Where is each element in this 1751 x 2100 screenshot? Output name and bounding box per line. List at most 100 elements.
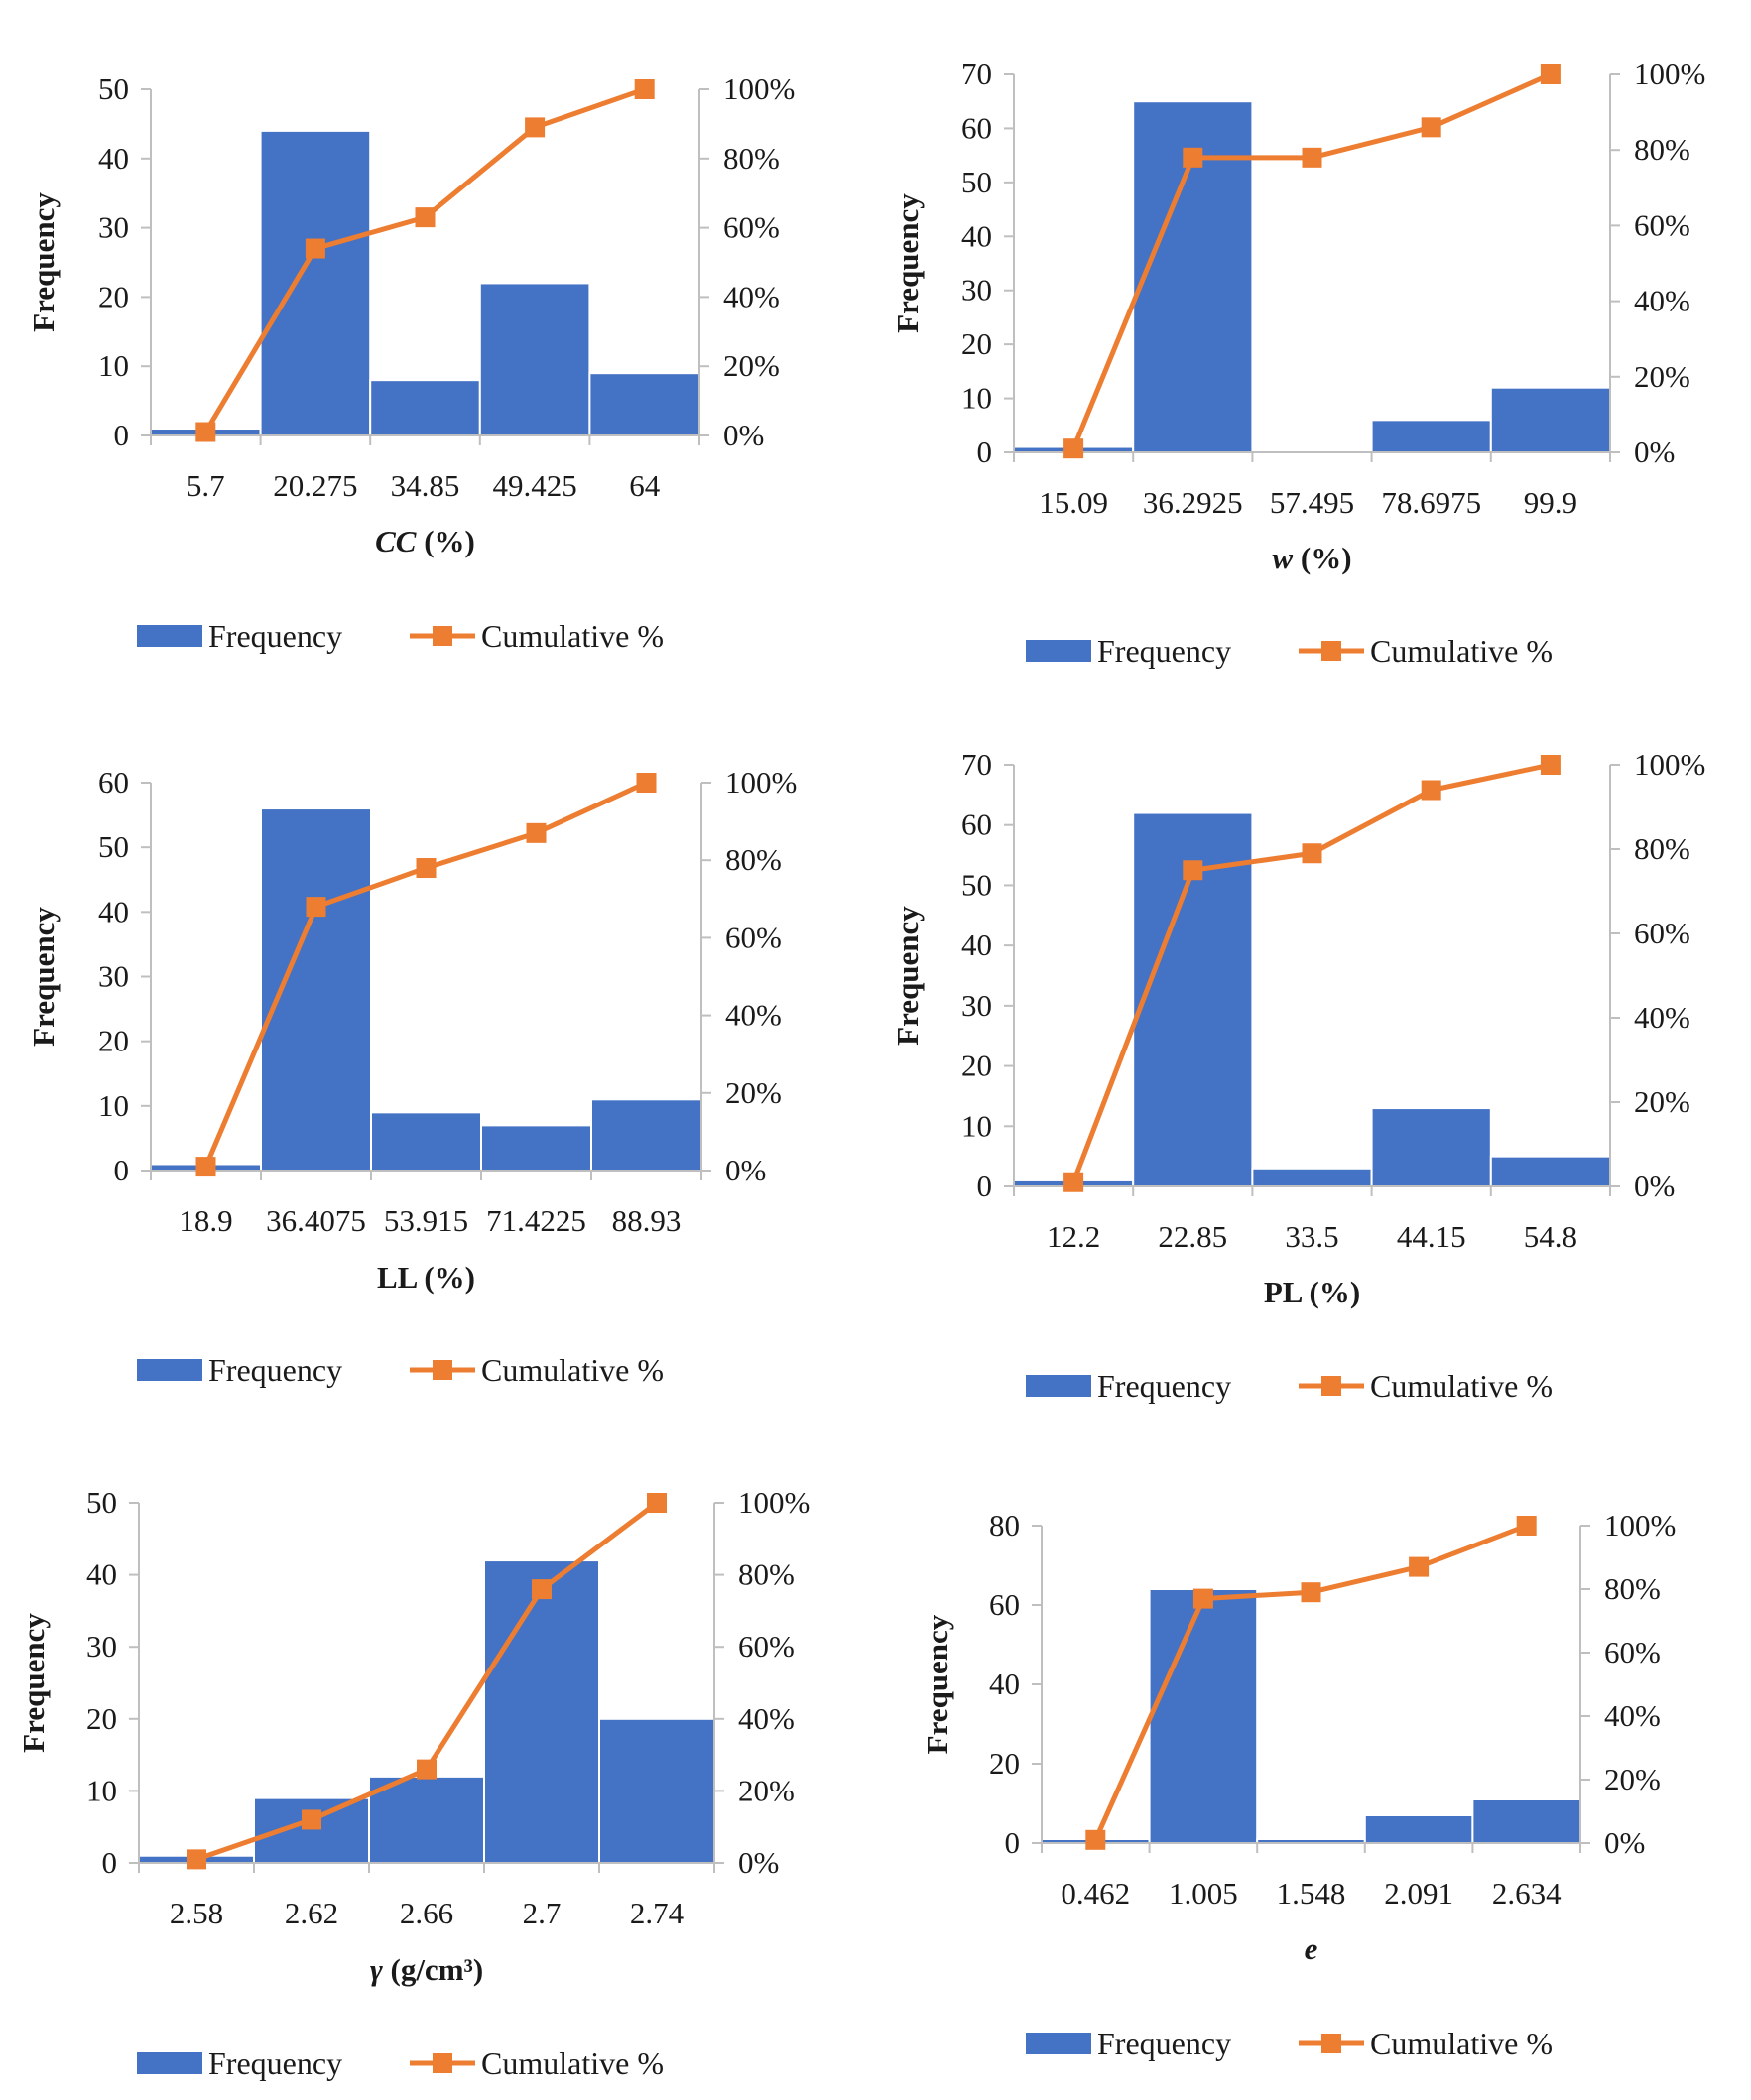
- y-tick-label: 20: [961, 326, 992, 361]
- frequency-bar: [1251, 1167, 1373, 1188]
- y2-tick-label: 60%: [725, 920, 782, 954]
- y2-tick-label: 60%: [1604, 1635, 1661, 1669]
- y-axis-title: Frequency: [26, 192, 61, 332]
- x-tick-label: 2.7: [523, 1896, 562, 1930]
- legend-cumulative-marker: [433, 626, 452, 646]
- y-tick-label: 50: [961, 165, 992, 199]
- y-axis-title: Frequency: [890, 193, 925, 333]
- y-tick-label: 70: [961, 57, 992, 91]
- legend-cumulative-label: Cumulative %: [1370, 1368, 1553, 1404]
- cumulative-marker: [526, 822, 547, 843]
- y2-tick-label: 20%: [725, 1075, 782, 1110]
- legend-cumulative-marker: [1321, 1376, 1341, 1396]
- y-tick-label: 10: [98, 1088, 129, 1123]
- y-tick-label: 10: [98, 348, 129, 383]
- legend-cumulative-marker: [433, 2053, 452, 2073]
- x-tick-label: 15.09: [1039, 485, 1108, 520]
- frequency-bar: [1471, 1798, 1582, 1844]
- frequency-bar: [369, 379, 481, 437]
- legend-frequency-label: Frequency: [1097, 1368, 1231, 1404]
- x-tick-label: 57.495: [1270, 485, 1354, 520]
- y-tick-label: 10: [961, 1108, 992, 1143]
- legend-frequency-swatch: [1026, 640, 1091, 662]
- chart-5: 0 10 20 30 40 50 0% 20% 40% 60% 80% 100% 2.58 2.62 2.6…: [16, 1485, 810, 2081]
- y-tick-label: 60: [989, 1587, 1020, 1622]
- cumulative-marker: [302, 1809, 321, 1830]
- y2-tick-label: 100%: [723, 71, 795, 106]
- x-tick-label: 64: [629, 468, 661, 503]
- legend-cumulative-label: Cumulative %: [481, 618, 664, 654]
- frequency-bar: [1363, 1814, 1474, 1844]
- legend-frequency-label: Frequency: [208, 618, 342, 654]
- x-tick-label: 12.2: [1047, 1219, 1100, 1254]
- y2-tick-label: 80%: [1634, 132, 1690, 167]
- legend: Frequency Cumulative %: [137, 2045, 664, 2081]
- y-tick-label: 40: [961, 927, 992, 962]
- cumulative-marker: [1540, 64, 1561, 84]
- y-tick-label: 60: [98, 765, 129, 800]
- cumulative-marker: [1063, 1172, 1084, 1192]
- x-tick-label: 78.6975: [1381, 485, 1481, 520]
- y2-tick-label: 20%: [1634, 1084, 1690, 1119]
- y2-tick-label: 100%: [725, 765, 797, 800]
- y-tick-label: 50: [98, 71, 129, 106]
- y2-tick-label: 0%: [1634, 434, 1675, 469]
- y2-tick-label: 80%: [1634, 831, 1690, 866]
- cumulative-marker: [1183, 860, 1203, 881]
- cumulative-marker: [195, 1157, 216, 1177]
- cumulative-marker: [1302, 843, 1322, 864]
- x-axis-title: e: [1305, 1931, 1318, 1966]
- y-tick-label: 60: [961, 807, 992, 842]
- cumulative-marker: [1516, 1516, 1537, 1536]
- cumulative-marker: [1302, 147, 1322, 168]
- legend-cumulative-label: Cumulative %: [481, 1352, 664, 1388]
- cumulative-marker: [1183, 147, 1203, 168]
- legend: Frequency Cumulative %: [1026, 1368, 1553, 1404]
- cumulative-marker: [532, 1579, 552, 1600]
- cumulative-marker: [187, 1849, 206, 1870]
- legend: Frequency Cumulative %: [1026, 633, 1553, 669]
- y2-tick-label: 60%: [738, 1629, 795, 1664]
- frequency-bar: [598, 1717, 715, 1865]
- y-tick-label: 20: [961, 1049, 992, 1083]
- y-tick-label: 20: [989, 1746, 1020, 1781]
- frequency-bar: [370, 1111, 482, 1172]
- frequency-bar: [1489, 1155, 1612, 1187]
- y-tick-label: 50: [961, 867, 992, 902]
- y-tick-label: 0: [114, 1153, 130, 1187]
- frequency-bar: [368, 1775, 485, 1865]
- y2-tick-label: 20%: [1634, 359, 1690, 394]
- frequency-bar: [1148, 1588, 1259, 1844]
- y-tick-label: 40: [86, 1557, 117, 1592]
- frequency-bar: [253, 1796, 370, 1865]
- cumulative-marker: [1421, 780, 1441, 801]
- y-tick-label: 20: [98, 279, 129, 313]
- chart-2: 0 10 20 30 40 50 60 70 0% 20% 40% 60% 80% 100% 15.09 36…: [890, 57, 1705, 669]
- x-tick-label: 2.74: [630, 1896, 685, 1930]
- y-tick-label: 0: [114, 418, 130, 452]
- cumulative-marker: [417, 1759, 437, 1780]
- x-axis-title-unit: LL (%): [377, 1260, 475, 1295]
- cumulative-marker: [305, 238, 325, 259]
- cumulative-marker: [415, 207, 436, 228]
- y2-tick-label: 60%: [1634, 916, 1690, 950]
- y2-tick-label: 60%: [723, 210, 780, 245]
- y-tick-label: 10: [86, 1773, 117, 1807]
- y-tick-label: 0: [977, 1169, 993, 1203]
- cumulative-marker: [636, 773, 657, 793]
- y-tick-label: 30: [98, 959, 129, 994]
- legend-frequency-label: Frequency: [208, 2045, 342, 2081]
- cumulative-marker: [1063, 438, 1084, 459]
- x-axis-title-symbol: w: [1272, 541, 1293, 575]
- x-tick-label: 49.425: [492, 468, 576, 503]
- frequency-bar: [259, 129, 372, 436]
- y-tick-label: 40: [989, 1667, 1020, 1701]
- frequency-bar: [483, 1559, 600, 1864]
- legend-cumulative-marker: [1321, 2034, 1341, 2053]
- y2-tick-label: 40%: [738, 1701, 795, 1736]
- y-axis-title: Frequency: [890, 906, 925, 1046]
- x-tick-label: 2.62: [285, 1896, 338, 1930]
- cumulative-marker: [1301, 1582, 1321, 1603]
- chart-1: 0 10 20 30 40 50 0% 20% 40% 60% 80% 100% 5.7 20.275 34…: [26, 71, 795, 654]
